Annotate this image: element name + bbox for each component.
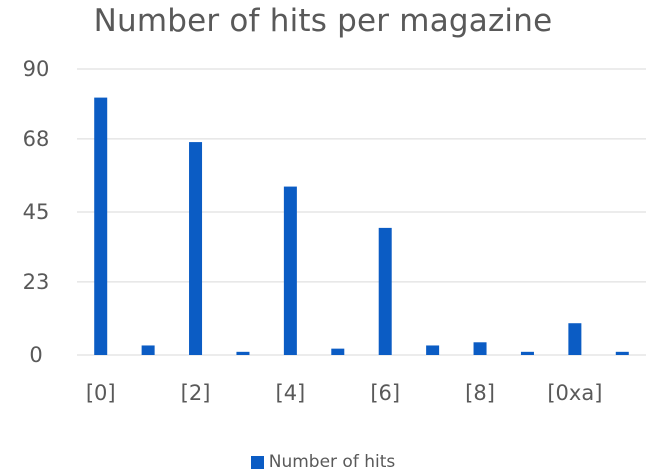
legend-label: Number of hits — [268, 452, 396, 472]
gridlines — [77, 68, 646, 356]
bar — [189, 142, 203, 355]
y-tick-label: 45 — [23, 200, 50, 224]
bar — [283, 186, 297, 355]
y-axis-tick-labels: 0 23 45 68 90 — [23, 57, 50, 367]
x-tick-label: [4] — [276, 381, 306, 405]
x-tick-label: [0] — [86, 381, 116, 405]
bar — [615, 351, 629, 355]
x-tick-label: [6] — [370, 381, 400, 405]
y-tick-label: 0 — [29, 343, 42, 367]
y-tick-label: 90 — [23, 57, 50, 81]
bar — [378, 227, 392, 355]
bar — [426, 345, 440, 355]
bar — [236, 351, 250, 355]
bar — [520, 351, 534, 355]
x-axis-tick-labels: [0] [2] [4] [6] [8] [0xa] — [86, 381, 603, 405]
y-tick-label: 68 — [23, 127, 50, 151]
x-tick-label: [0xa] — [547, 381, 602, 405]
bar — [94, 97, 108, 355]
x-tick-label: [2] — [181, 381, 211, 405]
y-tick-label: 23 — [23, 270, 50, 294]
bar — [568, 323, 582, 355]
legend: Number of hits — [0, 452, 646, 472]
x-tick-label: [8] — [465, 381, 495, 405]
bar — [141, 345, 155, 355]
bars — [94, 97, 629, 355]
bar-chart: 0 23 45 68 90 [0] [2] [4] [6] [8] [0xa] — [23, 57, 646, 405]
legend-swatch — [250, 455, 264, 469]
bar — [473, 342, 487, 355]
chart-title: Number of hits per magazine — [93, 3, 553, 39]
bar — [331, 348, 345, 355]
